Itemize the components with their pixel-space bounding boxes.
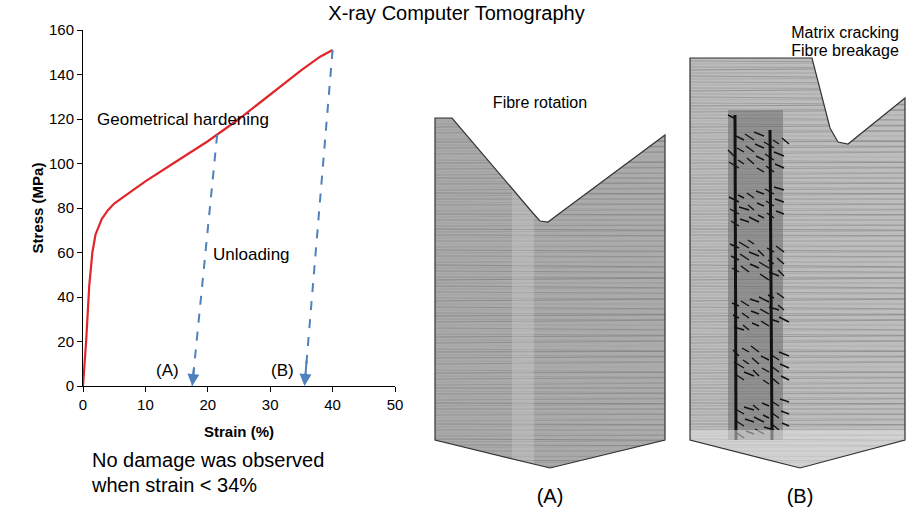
svg-text:Unloading: Unloading [213,245,290,264]
svg-text:Fibre breakage: Fibre breakage [791,42,899,59]
svg-text:20: 20 [57,333,74,350]
svg-text:80: 80 [57,199,74,216]
svg-text:Matrix cracking: Matrix cracking [791,24,899,41]
svg-text:0: 0 [66,377,74,394]
svg-text:(B): (B) [271,361,294,380]
svg-text:40: 40 [57,288,74,305]
html-text:X-ray Computer Tomography: X-ray Computer Tomography [328,2,585,24]
svg-text:60: 60 [57,244,74,261]
svg-text:Fibre rotation: Fibre rotation [493,94,587,111]
svg-text:50: 50 [387,396,404,413]
svg-text:120: 120 [49,110,74,127]
svg-text:0: 0 [79,396,87,413]
svg-text:20: 20 [199,396,216,413]
svg-text:Geometrical hardening: Geometrical hardening [97,110,269,129]
svg-text:(A): (A) [537,485,564,507]
svg-text:10: 10 [137,396,154,413]
svg-text:(B): (B) [787,485,814,507]
svg-text:30: 30 [262,396,279,413]
html-text:No damage was observed when st: No damage was observed when strain < 34% [92,449,325,496]
svg-text:100: 100 [49,155,74,172]
svg-text:Stress (MPa): Stress (MPa) [29,163,46,254]
svg-text:(A): (A) [156,361,179,380]
svg-text:140: 140 [49,66,74,83]
svg-text:Strain (%): Strain (%) [204,423,274,440]
svg-text:160: 160 [49,21,74,38]
svg-text:40: 40 [324,396,341,413]
